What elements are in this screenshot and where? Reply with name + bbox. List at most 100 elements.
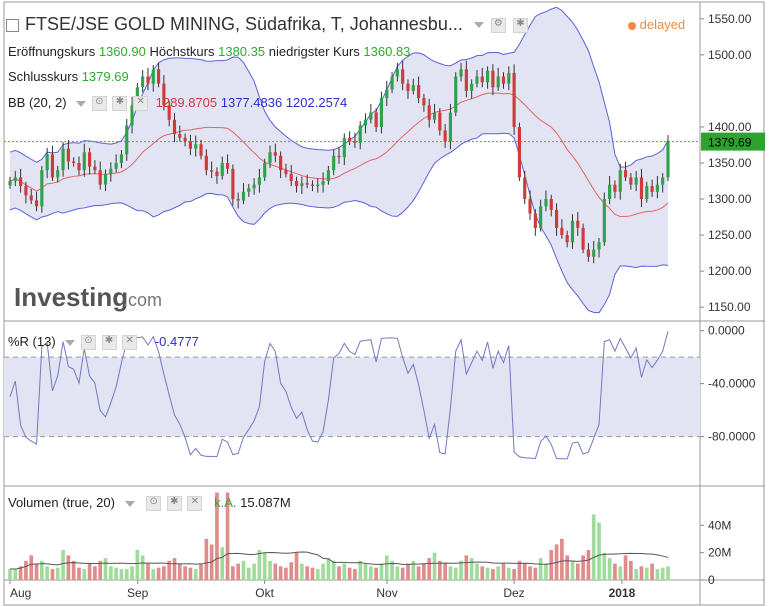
volume-bar bbox=[597, 522, 601, 580]
volume-bar bbox=[98, 560, 103, 580]
price-tick-label: 1150.00 bbox=[708, 300, 751, 314]
volume-bar bbox=[188, 567, 193, 580]
candle-body bbox=[666, 141, 670, 178]
volume-bar bbox=[34, 563, 39, 580]
volume-bar bbox=[18, 566, 23, 580]
volume-bar bbox=[538, 558, 543, 580]
candle-body bbox=[40, 170, 44, 207]
bb-settings-icon[interactable]: ✱ bbox=[112, 96, 128, 112]
volume-bar bbox=[506, 567, 511, 580]
wr-visibility-icon[interactable]: ⊙ bbox=[80, 335, 96, 351]
volume-bar bbox=[61, 549, 65, 580]
candle-body bbox=[88, 152, 92, 167]
price-tick-label: 1250.00 bbox=[708, 228, 752, 242]
volume-bar bbox=[549, 549, 554, 580]
candle-body bbox=[544, 199, 548, 207]
volume-bar bbox=[623, 555, 628, 580]
volume-bar bbox=[406, 563, 410, 580]
volume-close-icon[interactable]: ✕ bbox=[187, 496, 203, 512]
title-dropdown-icon[interactable] bbox=[473, 22, 484, 29]
high-value: 1380.35 bbox=[218, 44, 266, 59]
volume-ma-line bbox=[10, 551, 669, 570]
volume-bar bbox=[475, 563, 479, 580]
candle-body bbox=[220, 163, 224, 176]
time-tick-label: Nov bbox=[376, 586, 397, 600]
candle-body bbox=[215, 171, 219, 176]
gear-icon[interactable]: ✱ bbox=[512, 17, 528, 33]
outer-frame bbox=[3, 1, 765, 606]
bb-visibility-icon[interactable]: ⊙ bbox=[91, 96, 107, 112]
candle-body bbox=[61, 148, 65, 171]
candle-body bbox=[273, 152, 277, 156]
volume-bar bbox=[634, 569, 639, 580]
candle-body bbox=[337, 155, 341, 158]
candle-body bbox=[475, 76, 479, 84]
volume-bar bbox=[618, 566, 623, 580]
volume-tick-label: 40M bbox=[708, 518, 731, 532]
wr-tick-label: -80.0000 bbox=[708, 430, 756, 444]
volume-bar bbox=[374, 567, 378, 580]
candle-body bbox=[353, 141, 357, 143]
volume-bar bbox=[395, 566, 400, 580]
volume-bar bbox=[602, 552, 607, 580]
candle-body bbox=[93, 166, 97, 171]
collapse-icon[interactable] bbox=[6, 18, 19, 32]
candle-body bbox=[172, 119, 177, 135]
volume-bar bbox=[331, 560, 336, 580]
settings-icon[interactable]: ⚙ bbox=[490, 17, 506, 33]
volume-bar bbox=[485, 567, 490, 580]
bb-close-icon[interactable]: ✕ bbox=[133, 96, 149, 112]
volume-bar bbox=[326, 558, 331, 580]
candle-body bbox=[146, 76, 150, 84]
volume-bar bbox=[379, 563, 384, 580]
close-value: 1379.69 bbox=[81, 69, 129, 84]
volume-bar bbox=[544, 563, 548, 580]
price-badge-label: 1379.69 bbox=[708, 136, 752, 150]
candle-body bbox=[401, 69, 405, 84]
candle-body bbox=[98, 170, 102, 185]
candle-body bbox=[316, 184, 320, 187]
low-label: niedrigster Kurs bbox=[268, 44, 360, 59]
candle-body bbox=[655, 184, 659, 192]
volume-bar bbox=[156, 567, 161, 580]
candle-body bbox=[470, 83, 474, 91]
wr-tick-label: 0.0000 bbox=[708, 324, 745, 338]
volume-bar bbox=[422, 563, 426, 580]
candle-body bbox=[268, 152, 272, 163]
bb-dropdown-icon[interactable] bbox=[76, 100, 87, 107]
volume-row: Volumen (true, 20) ⊙ ✱ ✕ k.A. 15.087M bbox=[8, 495, 291, 512]
close-label: Schlusskurs bbox=[8, 69, 79, 84]
volume-settings-icon[interactable]: ✱ bbox=[166, 496, 182, 512]
wr-close-icon[interactable]: ✕ bbox=[122, 335, 138, 351]
wr-dropdown-icon[interactable] bbox=[65, 339, 76, 346]
candle-body bbox=[369, 112, 373, 120]
bb-mid-value: 1377.4836 bbox=[220, 95, 283, 110]
volume-ka: k.A. bbox=[214, 495, 237, 510]
volume-dropdown-icon[interactable] bbox=[124, 500, 135, 507]
volume-bar bbox=[167, 560, 172, 580]
volume-bar bbox=[491, 569, 495, 580]
volume-bar bbox=[236, 563, 241, 580]
volume-visibility-icon[interactable]: ⊙ bbox=[146, 496, 162, 512]
candle-body bbox=[236, 199, 240, 201]
ohlc-row: Eröffnungskurs 1360.90 Höchstkurs 1380.3… bbox=[8, 44, 410, 59]
volume-bar bbox=[443, 563, 447, 580]
volume-bar bbox=[252, 563, 256, 580]
time-tick-label: Okt bbox=[255, 586, 274, 600]
candle-body bbox=[204, 155, 208, 171]
volume-bar bbox=[246, 567, 251, 580]
candle-body bbox=[358, 125, 362, 143]
wr-settings-icon[interactable]: ✱ bbox=[101, 335, 117, 351]
price-tick-label: 1500.00 bbox=[708, 48, 752, 62]
candle-body bbox=[300, 183, 304, 187]
price-tick-label: 1300.00 bbox=[708, 192, 752, 206]
candle-body bbox=[225, 163, 230, 169]
volume-bar bbox=[45, 566, 49, 580]
candle-body bbox=[8, 181, 12, 186]
candle-body bbox=[581, 227, 585, 250]
volume-bar bbox=[448, 566, 453, 580]
volume-bar bbox=[294, 552, 299, 580]
bb-lower-value: 1202.2574 bbox=[285, 95, 348, 110]
volume-bar bbox=[278, 566, 283, 580]
